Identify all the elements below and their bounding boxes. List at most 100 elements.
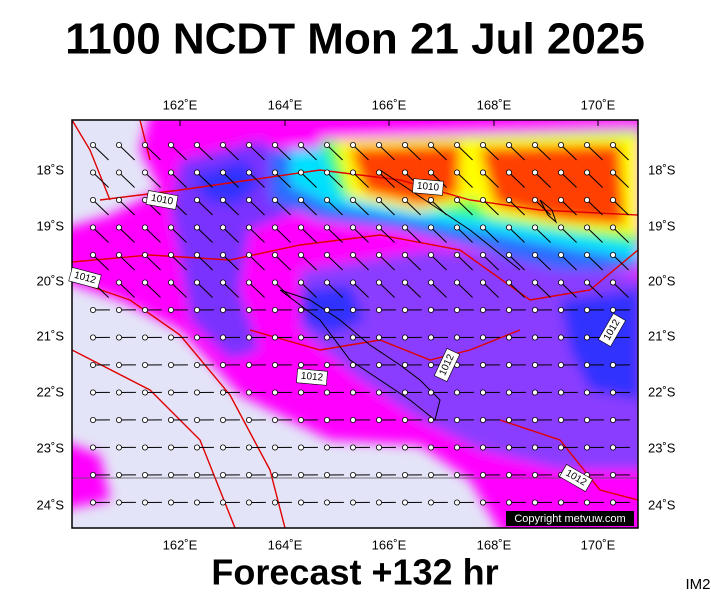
lat-label: 19˚S: [648, 218, 676, 233]
barb-station: [116, 500, 121, 505]
barb-station: [428, 280, 433, 285]
barb-station: [324, 362, 329, 367]
barb-station: [324, 472, 329, 477]
barb-station: [376, 252, 381, 257]
barb-station: [220, 417, 225, 422]
lat-label: 18˚S: [648, 162, 676, 177]
barb-station: [298, 252, 303, 257]
barb-station: [376, 390, 381, 395]
barb-station: [454, 445, 459, 450]
barb-station: [428, 472, 433, 477]
barb-station: [220, 197, 225, 202]
barb-station: [532, 362, 537, 367]
barb-station: [246, 170, 251, 175]
barb-station: [480, 170, 485, 175]
barb-station: [298, 307, 303, 312]
barb-station: [90, 142, 95, 147]
barb-station: [376, 500, 381, 505]
barb-station: [90, 197, 95, 202]
barb-station: [454, 142, 459, 147]
barb-station: [532, 390, 537, 395]
lon-label: 166˚E: [372, 97, 407, 112]
barb-station: [220, 170, 225, 175]
barb-station: [610, 390, 615, 395]
barb-station: [194, 142, 199, 147]
lon-label: 162˚E: [163, 537, 198, 552]
lat-label: 23˚S: [648, 440, 676, 455]
barb-station: [168, 280, 173, 285]
barb-station: [246, 500, 251, 505]
barb-station: [428, 390, 433, 395]
barb-station: [402, 362, 407, 367]
barb-station: [194, 307, 199, 312]
barb-station: [194, 197, 199, 202]
lon-label: 164˚E: [268, 97, 303, 112]
barb-station: [402, 335, 407, 340]
barb-station: [168, 445, 173, 450]
barb-station: [454, 170, 459, 175]
barb-station: [220, 142, 225, 147]
barb-station: [220, 362, 225, 367]
barb-station: [480, 280, 485, 285]
lat-label: 22˚S: [37, 384, 65, 399]
lon-label: 170˚E: [581, 97, 616, 112]
barb-station: [272, 197, 277, 202]
barb-station: [246, 472, 251, 477]
barb-station: [506, 362, 511, 367]
barb-station: [376, 225, 381, 230]
barb-station: [168, 390, 173, 395]
barb-station: [220, 500, 225, 505]
barb-station: [298, 500, 303, 505]
barb-station: [428, 417, 433, 422]
barb-station: [324, 280, 329, 285]
barb-station: [558, 280, 563, 285]
barb-station: [532, 225, 537, 230]
barb-station: [558, 500, 563, 505]
barb-station: [584, 197, 589, 202]
barb-station: [558, 252, 563, 257]
barb-station: [558, 390, 563, 395]
barb-station: [168, 472, 173, 477]
lat-label: 21˚S: [648, 328, 676, 343]
barb-station: [142, 390, 147, 395]
barb-station: [246, 142, 251, 147]
barb-station: [220, 307, 225, 312]
barb-station: [90, 445, 95, 450]
barb-station: [324, 307, 329, 312]
barb-station: [220, 445, 225, 450]
barb-station: [142, 445, 147, 450]
barb-station: [220, 280, 225, 285]
barb-station: [480, 252, 485, 257]
barb-station: [272, 142, 277, 147]
title: 1100 NCDT Mon 21 Jul 2025: [65, 15, 645, 64]
barb-station: [142, 335, 147, 340]
barb-station: [324, 225, 329, 230]
barb-station: [532, 197, 537, 202]
barb-station: [402, 252, 407, 257]
barb-station: [506, 170, 511, 175]
barb-station: [246, 445, 251, 450]
barb-station: [116, 390, 121, 395]
barb-station: [246, 307, 251, 312]
barb-station: [168, 252, 173, 257]
barb-station: [298, 472, 303, 477]
barb-station: [168, 225, 173, 230]
barb-station: [298, 445, 303, 450]
barb-station: [584, 417, 589, 422]
barb-station: [90, 390, 95, 395]
barb-station: [194, 362, 199, 367]
barb-station: [376, 362, 381, 367]
barb-station: [480, 500, 485, 505]
barb-station: [246, 417, 251, 422]
barb-station: [480, 225, 485, 230]
barb-station: [350, 335, 355, 340]
barb-station: [506, 335, 511, 340]
barb-station: [116, 362, 121, 367]
barb-station: [298, 280, 303, 285]
barb-station: [428, 142, 433, 147]
barb-station: [272, 417, 277, 422]
barb-station: [402, 472, 407, 477]
barb-station: [272, 225, 277, 230]
barb-station: [610, 500, 615, 505]
barb-station: [610, 417, 615, 422]
